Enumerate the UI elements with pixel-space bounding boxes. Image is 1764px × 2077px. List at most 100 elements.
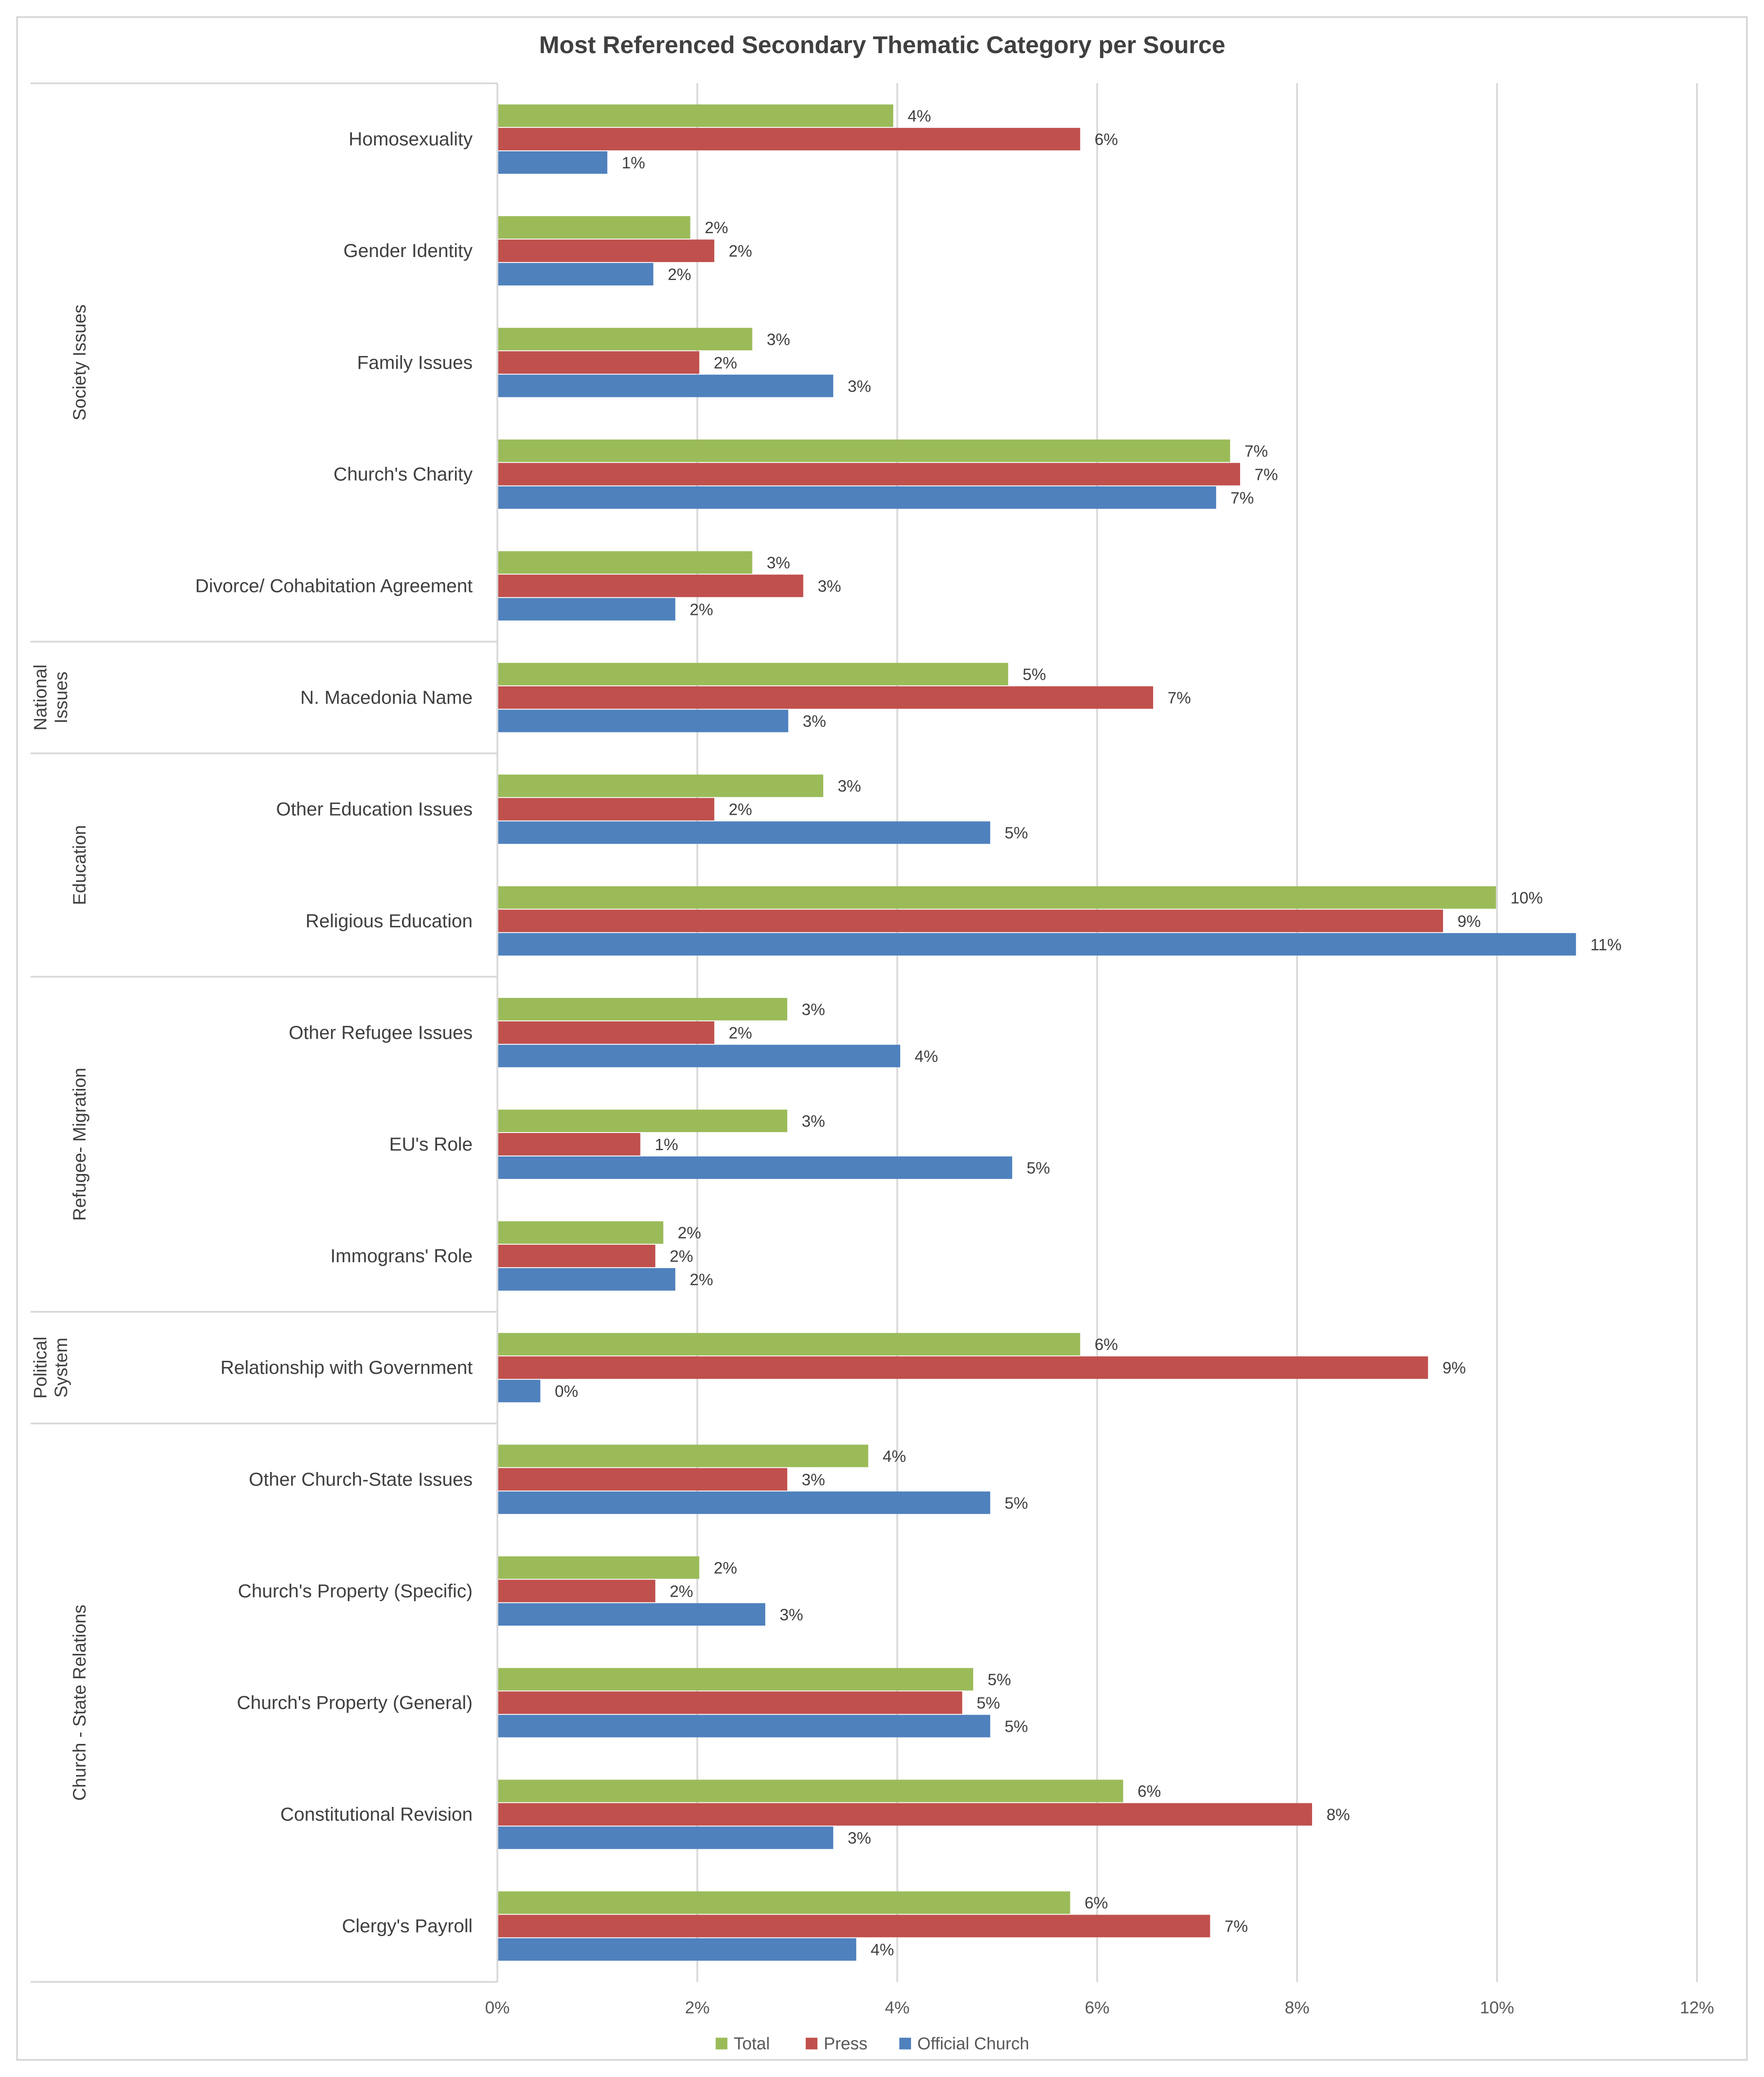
bar-official-church [497, 1826, 834, 1849]
data-label-press: 3% [818, 577, 841, 595]
grid-lines [496, 83, 1698, 1982]
data-label-official-church: 3% [848, 377, 871, 395]
data-label-total: 4% [883, 1447, 906, 1465]
bar-press [497, 686, 1153, 709]
chart-frame [16, 16, 1748, 2061]
data-label-total: 10% [1511, 889, 1543, 907]
data-label-official-church: 5% [1005, 1494, 1028, 1512]
data-label-official-church: 4% [871, 1941, 894, 1959]
data-label-press: 9% [1457, 912, 1481, 930]
bar-total [497, 439, 1230, 462]
bar-total [497, 1333, 1080, 1356]
bar-total [497, 1668, 974, 1691]
bar-total [497, 328, 753, 351]
bar-press [497, 239, 714, 262]
legend: Total Press Official Church [716, 2035, 1029, 2054]
bar-total [497, 104, 893, 127]
bar-official-church [497, 1268, 676, 1291]
x-tick-label: 8% [1285, 1999, 1309, 2018]
data-label-official-church: 5% [1005, 824, 1028, 842]
bar-total [497, 1779, 1123, 1802]
data-label-official-church: 0% [555, 1382, 578, 1400]
bar-official-church [497, 1603, 766, 1626]
data-label-press: 7% [1254, 465, 1278, 483]
data-label-total: 3% [802, 1112, 825, 1130]
x-tick-label: 6% [1085, 1999, 1110, 2018]
data-label-official-church: 11% [1590, 935, 1621, 954]
bar-official-church [497, 1156, 1012, 1179]
bar-total [497, 1556, 699, 1579]
data-label-press: 5% [977, 1693, 1000, 1712]
bar-official-church [497, 263, 654, 286]
bar-official-church [497, 1715, 990, 1738]
data-label-press: 6% [1095, 130, 1118, 149]
bar-press [497, 1245, 655, 1268]
data-label-official-church: 3% [803, 712, 826, 731]
data-label-official-church: 2% [690, 1270, 713, 1289]
category-label: Religious Education [306, 910, 473, 931]
bar-press [497, 909, 1443, 932]
data-label-total: 6% [1095, 1335, 1118, 1354]
data-label-total: 2% [714, 1558, 737, 1577]
data-label-press: 1% [655, 1135, 678, 1154]
bar-press [497, 351, 699, 374]
legend-swatch-official-church [899, 2037, 911, 2050]
data-label-official-church: 5% [1005, 1717, 1028, 1735]
data-label-official-church: 5% [1027, 1159, 1050, 1177]
bar-press [497, 1914, 1210, 1937]
data-label-press: 9% [1443, 1359, 1466, 1377]
bar-official-church [497, 933, 1576, 956]
data-label-total: 6% [1085, 1894, 1108, 1912]
chart-title: Most Referenced Secondary Thematic Categ… [539, 32, 1225, 59]
category-label: Other Church-State Issues [249, 1468, 473, 1490]
bar-press [497, 1133, 641, 1156]
bar-total [497, 216, 690, 239]
bars [497, 104, 1576, 1961]
x-tick-label: 10% [1480, 1999, 1514, 2018]
data-label-press: 8% [1326, 1806, 1350, 1824]
bar-official-church [497, 1044, 900, 1067]
data-label-press: 2% [729, 1024, 752, 1042]
group-label-church-state-relations: Church - State Relations [70, 1605, 90, 1801]
data-label-press: 2% [729, 800, 752, 819]
bar-official-church [497, 1491, 990, 1514]
category-label: Homosexuality [349, 128, 473, 149]
category-label: Other Refugee Issues [289, 1022, 473, 1043]
category-label: Constitutional Revision [280, 1804, 473, 1825]
data-label-total: 5% [988, 1670, 1011, 1689]
data-label-official-church: 7% [1231, 488, 1254, 507]
category-label: Gender Identity [343, 240, 473, 261]
bar-press [497, 1468, 788, 1491]
x-tick-label: 12% [1680, 1999, 1714, 2018]
data-label-official-church: 3% [848, 1829, 871, 1847]
group-label-society-issues: Society Issues [70, 304, 90, 420]
data-labels: 4%6%1%2%2%2%3%2%3%7%7%7%3%3%2%5%7%3%3%2%… [555, 107, 1621, 1959]
data-label-total: 3% [838, 777, 861, 795]
data-label-press: 2% [670, 1247, 693, 1265]
group-label-political-system: PoliticalSystem [31, 1337, 71, 1399]
bar-total [497, 1891, 1070, 1914]
data-label-official-church: 3% [780, 1605, 803, 1624]
category-label: Clergy's Payroll [342, 1915, 473, 1937]
data-label-total: 5% [1023, 665, 1046, 684]
bar-total [497, 774, 823, 797]
category-label: Family Issues [357, 352, 473, 373]
legend-label-total: Total [734, 2035, 770, 2054]
bar-official-church [497, 598, 676, 621]
data-label-press: 2% [729, 242, 752, 260]
legend-swatch-total [716, 2037, 727, 2050]
category-label: N. Macedonia Name [300, 687, 473, 708]
legend-label-press: Press [824, 2035, 867, 2054]
data-label-total: 3% [767, 553, 790, 572]
x-tick-label: 2% [685, 1999, 710, 2018]
group-label-refugee-migration: Refugee- Migration [70, 1068, 90, 1221]
category-label: Immograns' Role [330, 1245, 473, 1266]
bar-official-church [497, 375, 834, 397]
bar-total [497, 1221, 663, 1244]
data-label-official-church: 2% [690, 600, 713, 619]
data-label-total: 3% [767, 330, 790, 348]
category-label: Church's Property (General) [237, 1692, 473, 1713]
data-label-total: 6% [1137, 1782, 1161, 1801]
